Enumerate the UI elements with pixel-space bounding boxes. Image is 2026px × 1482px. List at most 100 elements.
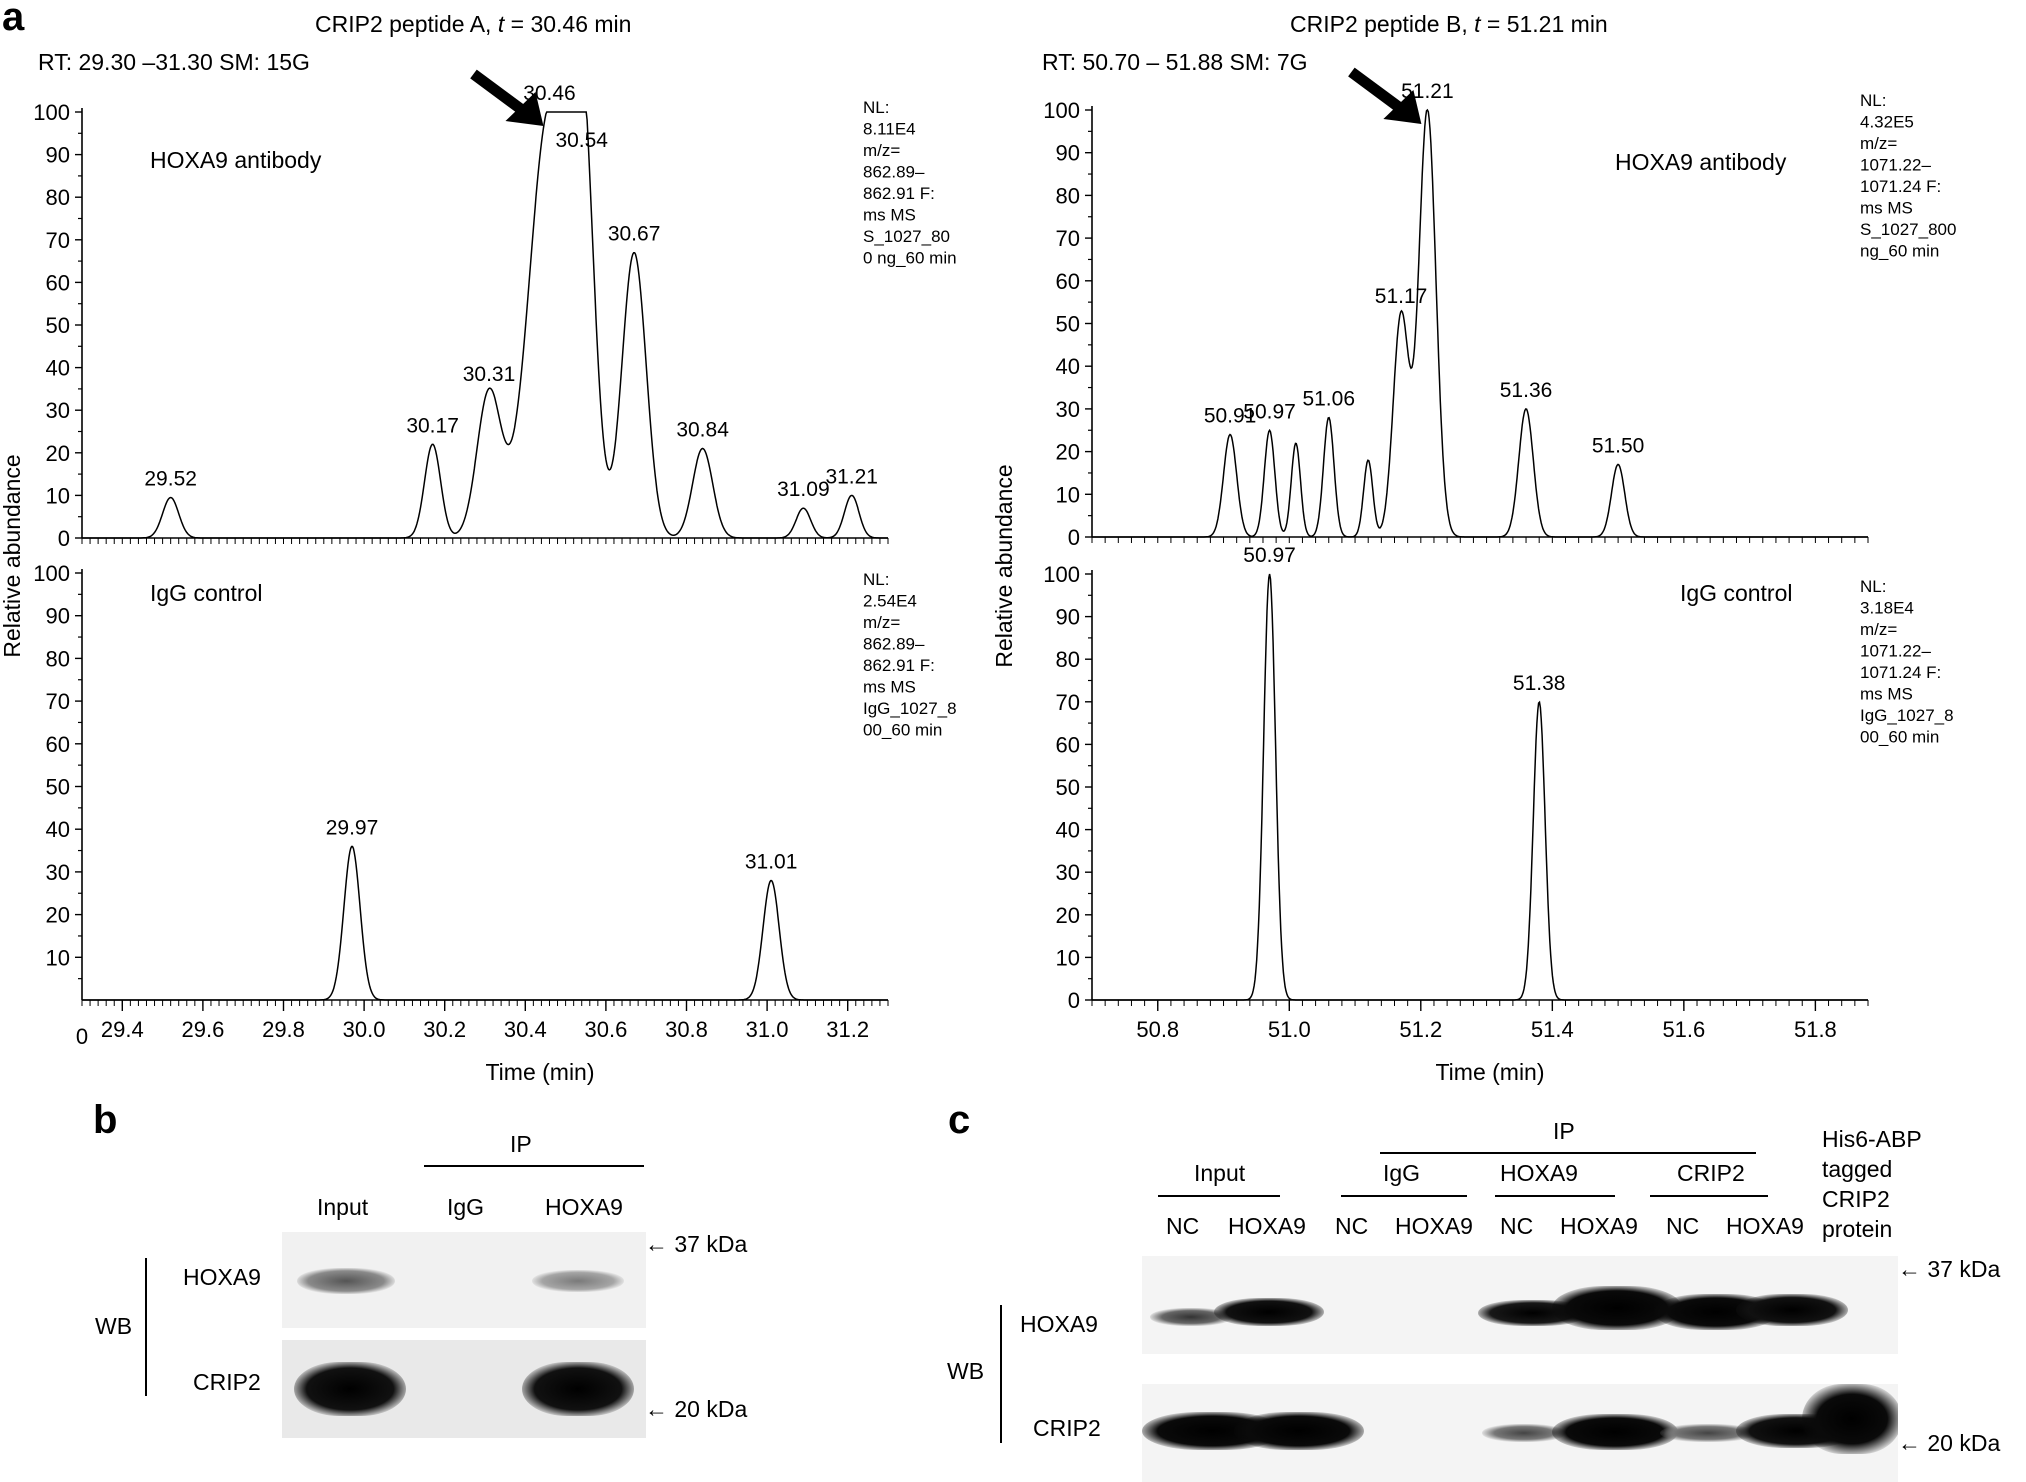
x-tick-label: 31.0 <box>746 1017 789 1042</box>
peak-arrow-shaft <box>470 69 527 116</box>
nl-info-line: 862.91 F: <box>863 656 935 675</box>
peak-label: 29.52 <box>144 468 197 491</box>
x-tick-label: 51.4 <box>1531 1017 1574 1042</box>
nl-info-line: NL: <box>863 98 889 117</box>
y-tick-label: 80 <box>1056 183 1080 208</box>
nl-info-line: 3.18E4 <box>1860 599 1914 618</box>
peak-label: 30.54 <box>555 129 608 152</box>
nl-info-line: m/z= <box>1860 134 1897 153</box>
panel-c-extra-lane-2: tagged <box>1822 1156 1893 1182</box>
panel-c-extra-lane-1: His6-ABP <box>1822 1126 1922 1152</box>
peak-label: 50.97 <box>1243 544 1296 567</box>
peak-label: 30.31 <box>463 363 516 386</box>
peak-label: 31.21 <box>825 465 878 488</box>
nl-info-line: 0 ng_60 min <box>863 249 957 268</box>
peak-label: 30.84 <box>676 419 729 442</box>
trace-label: IgG control <box>150 580 263 606</box>
panel-b-row-hoxa9: HOXA9 <box>183 1264 261 1290</box>
panel-b-lane-igg: IgG <box>447 1194 485 1220</box>
peak-label: 51.50 <box>1592 434 1645 457</box>
trace-label: HOXA9 antibody <box>1615 149 1787 175</box>
blot-band <box>1150 1308 1232 1326</box>
panel-c-lane-4: HOXA9 <box>1395 1213 1473 1239</box>
panel-c-blot-hoxa9 <box>1142 1256 1898 1354</box>
y-tick-label: 10 <box>46 945 70 970</box>
peak-arrow <box>470 69 544 126</box>
peak-label: 51.38 <box>1513 672 1566 695</box>
x-tick-label: 51.8 <box>1794 1017 1837 1042</box>
panel-c-label: c <box>948 1098 971 1142</box>
panel-c-lane-6: HOXA9 <box>1560 1213 1638 1239</box>
panel-b-ip-line <box>424 1165 644 1167</box>
x-tick-label: 29.8 <box>262 1017 305 1042</box>
nl-info-line: m/z= <box>1860 620 1897 639</box>
panel-c-group-igg: IgG <box>1383 1160 1421 1186</box>
panel-c-group-input: Input <box>1194 1160 1246 1186</box>
x-tick-label: 31.2 <box>826 1017 869 1042</box>
panel-c-wb-label: WB <box>947 1358 985 1384</box>
chromatogram-trace <box>82 111 888 539</box>
panel-a-left-rt: RT: 29.30 –31.30 SM: 15G <box>38 49 310 75</box>
nl-info-line: 00_60 min <box>863 721 942 740</box>
y-tick-label: 10 <box>1056 945 1080 970</box>
panel-c-group-crip2-line <box>1650 1195 1768 1197</box>
panel-b-wb-bracket <box>145 1258 147 1396</box>
peak-arrow-shaft <box>1348 67 1405 114</box>
panel-a-right-xlabel: Time (min) <box>1435 1059 1544 1085</box>
nl-info-line: ms MS <box>1860 685 1913 704</box>
y-tick-label: 70 <box>46 689 70 714</box>
panel-b-blot-hoxa9 <box>282 1232 646 1328</box>
blot-band <box>1802 1384 1898 1454</box>
peak-arrow-head <box>505 92 544 126</box>
chromatogram-trace <box>82 845 888 1001</box>
x-tick-label: 30.2 <box>423 1017 466 1042</box>
x-tick-label: 29.6 <box>181 1017 224 1042</box>
blot-band <box>1214 1298 1324 1326</box>
y-tick-label: 30 <box>46 398 70 423</box>
panel-c-lane-7: NC <box>1666 1213 1700 1239</box>
nl-info-line: 1071.22– <box>1860 156 1931 175</box>
peak-arrow-head <box>1383 90 1422 124</box>
peak-label: 51.17 <box>1375 285 1428 308</box>
blot-band <box>1552 1414 1678 1450</box>
panel-c-extra-lane-3: CRIP2 <box>1822 1186 1890 1212</box>
chromatogram-trace <box>1092 573 1868 1001</box>
nl-info-line: S_1027_80 <box>863 227 950 246</box>
y-tick-label: 70 <box>1056 690 1080 715</box>
peak-label: 30.17 <box>406 414 459 437</box>
peak-label: 50.91 <box>1204 405 1257 428</box>
panel-a-left-title: CRIP2 peptide A, t = 30.46 min <box>315 11 631 37</box>
trace-label: IgG control <box>1680 580 1793 606</box>
y-tick-label: 40 <box>46 356 70 381</box>
nl-info-line: ng_60 min <box>1860 242 1939 261</box>
panel-c-group-hoxa9: HOXA9 <box>1500 1160 1578 1186</box>
y-tick-label: 60 <box>46 732 70 757</box>
panel-a-left-xlabel: Time (min) <box>485 1059 594 1085</box>
nl-info-line: 862.89– <box>863 635 925 654</box>
blot-band <box>297 1268 395 1294</box>
nl-info-line: 8.11E4 <box>863 120 916 139</box>
nl-info-line: 862.89– <box>863 163 925 182</box>
y-tick-label: 90 <box>1056 141 1080 166</box>
nl-info-line: m/z= <box>863 141 900 160</box>
y-tick-label: 0 <box>58 526 70 551</box>
y-tick-label: 0 <box>1068 988 1080 1013</box>
y-tick-label: 100 <box>33 100 70 125</box>
peak-label: 50.97 <box>1243 400 1296 423</box>
y-tick-label: 80 <box>46 185 70 210</box>
x-tick-label: 29.4 <box>101 1017 144 1042</box>
nl-info-line: ms MS <box>863 206 916 225</box>
panel-a-label: a <box>2 0 25 39</box>
blot-band <box>1234 1412 1364 1450</box>
nl-info-line: 2.54E4 <box>863 592 917 611</box>
panel-c-marker-37: ← 37 kDa <box>1898 1256 2001 1282</box>
blot-band <box>1736 1294 1848 1326</box>
nl-info-line: 1071.22– <box>1860 642 1931 661</box>
peak-label: 29.97 <box>326 816 379 839</box>
y-tick-label: 50 <box>46 313 70 338</box>
y-tick-label: 50 <box>1056 312 1080 337</box>
chromatogram-trace <box>1092 108 1868 538</box>
y-tick-label: 10 <box>46 483 70 508</box>
peak-label: 30.67 <box>608 223 661 246</box>
y-tick-label: 100 <box>1043 98 1080 123</box>
